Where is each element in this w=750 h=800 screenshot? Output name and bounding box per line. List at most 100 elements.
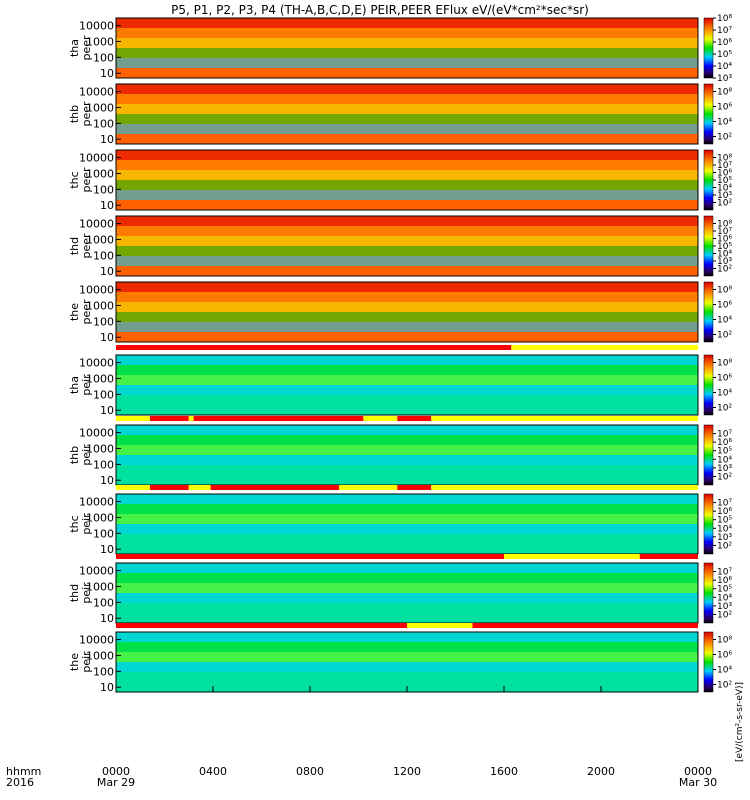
heatmap-band [116, 583, 698, 593]
panel-label-species: peer [80, 35, 93, 61]
colorbar-tick-label: 10⁵ [717, 176, 732, 186]
y-tick-label: 10 [100, 474, 114, 487]
colorbar-tick-label: 10³ [717, 464, 732, 474]
heatmap-band [116, 524, 698, 534]
heatmap-band [116, 48, 698, 58]
x-label-year: 2016 [6, 776, 34, 789]
y-tick-label: 10000 [79, 496, 114, 509]
colorbar-tick-label: 10⁶ [717, 438, 732, 448]
colorbar-tick-label: 10⁶ [717, 507, 732, 517]
x-tick-label: 2000 [587, 765, 615, 778]
colorbar [703, 149, 714, 211]
x-tick-label: 1200 [393, 765, 421, 778]
panel-thd-peer: 10 100 1000 10000 thdpeer 10⁸10⁷10⁶10⁵10⁴10³1… [68, 215, 732, 278]
spectrogram-image [116, 150, 698, 210]
colorbar-tick-label: 10² [717, 610, 732, 620]
heatmap-band [116, 642, 698, 652]
heatmap-band [116, 494, 698, 504]
y-tick-label: 10000 [79, 357, 114, 370]
spectrogram-image [116, 425, 698, 485]
heatmap-band [116, 150, 698, 160]
colorbar-tick-label: 10² [717, 265, 732, 275]
heatmap-band [116, 246, 698, 256]
colorbar-tick-label: 10⁸ [717, 154, 732, 164]
heatmap-band [116, 455, 698, 465]
panel-label-probe: thc [68, 171, 81, 188]
mode-bar-segment [339, 485, 398, 490]
colorbar-tick-label: 10⁶ [717, 301, 732, 311]
panel-label-probe: tha [68, 39, 81, 57]
colorbar-tick-label: 10² [717, 681, 732, 691]
y-tick-label: 1000 [86, 233, 114, 246]
panel-label: thepeer [68, 299, 93, 325]
heatmap-band [116, 375, 698, 385]
heatmap-band [116, 38, 698, 48]
y-tick-label: 10000 [79, 427, 114, 440]
panel-label-species: peir [80, 444, 93, 466]
heatmap-band [116, 190, 698, 200]
y-tick-label: 100 [93, 249, 114, 262]
mode-bar-segment [511, 345, 698, 350]
x-tick-label: 1600 [490, 765, 518, 778]
panel-label-species: peir [80, 582, 93, 604]
heatmap-band [116, 124, 698, 134]
colorbar-tick-label: 10³ [717, 257, 732, 267]
heatmap-band [116, 395, 698, 405]
colorbar-tick-label: 10⁴ [717, 62, 732, 72]
colorbar-unit-label: [eV/(cm²-s-sr-eV)] [735, 682, 745, 762]
panel-label: thapeer [68, 35, 93, 61]
y-tick-label: 10000 [79, 565, 114, 578]
mode-bar-segment [472, 623, 698, 628]
panel-label-probe: thb [68, 105, 81, 123]
panel-label-probe: thd [68, 584, 81, 602]
mode-bar-segment [504, 554, 640, 559]
panel-thb-peer: 10 100 1000 10000 thbpeer 10⁸ 10⁶ 10⁴ 10² [68, 83, 732, 146]
heatmap-band [116, 104, 698, 114]
panel-the-peer: 10 100 1000 10000 thepeer 10⁸ 10⁶ 10⁴ 10² [68, 281, 732, 344]
colorbar-tick-label: 10⁴ [717, 184, 732, 194]
mode-bar-segment [210, 485, 340, 490]
heatmap-band [116, 534, 698, 544]
y-tick-label: 1000 [86, 299, 114, 312]
heatmap-band [116, 170, 698, 180]
heatmap-band [116, 292, 698, 302]
panel-frame [115, 215, 699, 277]
heatmap-band [116, 226, 698, 236]
panel-label: thdpeer [68, 233, 93, 259]
heatmap-band [116, 465, 698, 475]
y-tick-label: 1000 [86, 442, 114, 455]
heatmap-band [116, 216, 698, 226]
colorbar-tick-label: 10⁸ [717, 220, 732, 230]
y-tick-label: 100 [93, 183, 114, 196]
colorbar-tick-label: 10⁵ [717, 585, 732, 595]
panel-label-probe: thd [68, 237, 81, 255]
heatmap-band [116, 385, 698, 395]
panel-label: thapeir [68, 374, 93, 396]
heatmap-band [116, 58, 698, 68]
y-tick-label: 100 [93, 117, 114, 130]
x-tick-label: 0000 [684, 765, 712, 778]
heatmap-band [116, 114, 698, 124]
colorbar-tick-label: 10⁵ [717, 447, 732, 457]
colorbar-tick-label: 10⁸ [717, 88, 732, 98]
colorbar-tick-label: 10⁶ [717, 576, 732, 586]
panel-label: thbpeer [68, 101, 93, 127]
x-label-hhmm: hhmm [6, 765, 41, 778]
panel-thc-peer: 10 100 1000 10000 thcpeer 10⁸10⁷10⁶10⁵10⁴10³1… [68, 149, 732, 212]
x-tick-label: 0000 [102, 765, 130, 778]
y-tick-label: 100 [93, 315, 114, 328]
colorbar-tick-label: 10⁴ [717, 389, 732, 399]
panel-label-probe: tha [68, 376, 81, 394]
mode-bar-segment [193, 416, 364, 421]
panel-label-species: peer [80, 101, 93, 127]
mode-bar-segment [149, 485, 189, 490]
colorbar-tick-label: 10² [717, 404, 732, 414]
heatmap-band [116, 256, 698, 266]
mode-bar-segment [397, 416, 432, 421]
y-tick-label: 100 [93, 388, 114, 401]
heatmap-band [116, 504, 698, 514]
spectrogram-panels: 10100100010000thapeer10⁸10⁷10⁶10⁵10⁴10³1… [68, 14, 732, 694]
